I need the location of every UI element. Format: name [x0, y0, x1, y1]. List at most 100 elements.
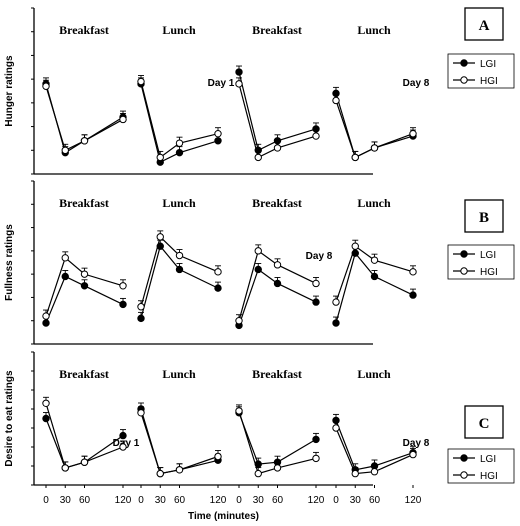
segment-meal-label: Breakfast	[59, 23, 109, 37]
data-point-lgi	[312, 298, 320, 306]
data-point-hgi	[119, 443, 127, 451]
legend-marker-lgi	[460, 250, 468, 258]
series-line-lgi	[335, 420, 414, 471]
data-point-hgi	[61, 254, 69, 262]
data-point-lgi	[119, 300, 127, 309]
legend-label-hgi: HGI	[480, 267, 498, 278]
legend-marker-hgi	[460, 471, 468, 479]
x-tick-label: 120	[405, 495, 422, 506]
legend-label-lgi: LGI	[480, 250, 496, 261]
data-point-lgi	[273, 279, 282, 288]
segment-meal-label: Breakfast	[252, 367, 302, 381]
data-point-hgi	[137, 409, 145, 417]
data-point-hgi	[80, 137, 89, 145]
x-tick-label: 30	[155, 495, 167, 506]
data-point-hgi	[351, 469, 359, 478]
x-tick-label: 30	[60, 495, 72, 506]
data-point-hgi	[156, 233, 164, 241]
data-point-hgi	[312, 279, 320, 288]
data-point-hgi	[312, 132, 320, 140]
segment-meal-label: Lunch	[357, 23, 391, 37]
legend-box	[447, 448, 515, 484]
panel-badge-box	[464, 199, 504, 233]
series-line-lgi	[140, 83, 219, 164]
data-point-hgi	[156, 469, 164, 478]
data-point-hgi	[42, 399, 50, 407]
data-point-hgi	[332, 298, 340, 306]
data-point-lgi	[409, 291, 417, 299]
series-line-hgi	[45, 403, 124, 469]
data-point-lgi	[137, 314, 145, 323]
series-line-hgi	[45, 86, 124, 152]
series-line-hgi	[140, 235, 219, 307]
data-point-hgi	[214, 129, 222, 138]
y-axis-label: Desire to eat ratings	[4, 370, 15, 467]
segment-meal-label: Lunch	[162, 23, 196, 37]
data-point-hgi	[332, 96, 340, 105]
data-point-hgi	[175, 139, 184, 147]
series-line-lgi	[335, 251, 414, 324]
segment-day-label: Day 8	[403, 78, 430, 89]
segment-day-label: Day 1	[208, 78, 235, 89]
panel-badge-box	[464, 405, 504, 439]
data-point-hgi	[312, 454, 320, 463]
series-line-lgi	[238, 268, 317, 326]
data-point-hgi	[351, 153, 359, 162]
data-point-lgi	[235, 68, 243, 76]
data-point-hgi	[80, 458, 89, 466]
legend-marker-hgi	[460, 267, 468, 275]
legend-label-lgi: LGI	[480, 454, 496, 465]
segment-meal-label: Lunch	[357, 196, 391, 210]
x-tick-label: 60	[79, 495, 91, 506]
data-point-hgi	[61, 146, 69, 154]
x-tick-label: 60	[369, 495, 381, 506]
segment-meal-label: Lunch	[162, 196, 196, 210]
series-line-hgi	[335, 245, 414, 303]
data-point-hgi	[61, 464, 69, 472]
x-tick-label: 60	[272, 495, 284, 506]
segment-meal-label: Breakfast	[252, 196, 302, 210]
data-point-lgi	[61, 272, 69, 281]
legend-marker-lgi	[460, 454, 468, 462]
data-point-lgi	[370, 272, 379, 281]
data-point-hgi	[409, 268, 417, 276]
data-point-hgi	[235, 80, 243, 88]
data-point-hgi	[119, 115, 127, 124]
data-point-hgi	[42, 312, 50, 320]
segment-day-label: Day 1	[113, 438, 140, 449]
data-point-hgi	[214, 452, 222, 461]
data-point-lgi	[42, 319, 50, 327]
panel-badge-box	[464, 7, 504, 41]
y-axis-label: Hunger ratings	[4, 55, 15, 127]
data-point-hgi	[409, 450, 417, 459]
data-point-lgi	[80, 282, 89, 290]
legend-label-lgi: LGI	[480, 59, 496, 70]
data-point-hgi	[119, 282, 127, 290]
data-point-hgi	[370, 468, 379, 476]
segment-meal-label: Breakfast	[59, 367, 109, 381]
data-point-hgi	[273, 261, 282, 269]
segment-meal-label: Breakfast	[59, 196, 109, 210]
y-axis-label: Fullness ratings	[4, 224, 15, 301]
panel-badge-letter: B	[479, 210, 489, 226]
data-point-hgi	[175, 466, 184, 474]
data-point-hgi	[332, 424, 340, 432]
series-line-hgi	[238, 410, 317, 475]
segment-day-label: Day 8	[403, 438, 430, 449]
x-tick-label: 60	[174, 495, 186, 506]
series-line-hgi	[140, 412, 219, 475]
series-line-lgi	[238, 412, 317, 465]
data-point-hgi	[235, 407, 243, 415]
data-point-lgi	[175, 265, 184, 274]
series-line-hgi	[45, 256, 124, 317]
x-tick-label: 0	[43, 495, 49, 506]
data-point-lgi	[119, 431, 127, 440]
data-point-hgi	[351, 242, 359, 250]
data-point-lgi	[42, 414, 50, 423]
data-point-lgi	[254, 265, 262, 274]
legend-marker-lgi	[460, 59, 468, 67]
data-point-hgi	[254, 247, 262, 255]
data-point-hgi	[409, 129, 417, 138]
legend-label-hgi: HGI	[480, 76, 498, 87]
series-line-hgi	[140, 81, 219, 159]
